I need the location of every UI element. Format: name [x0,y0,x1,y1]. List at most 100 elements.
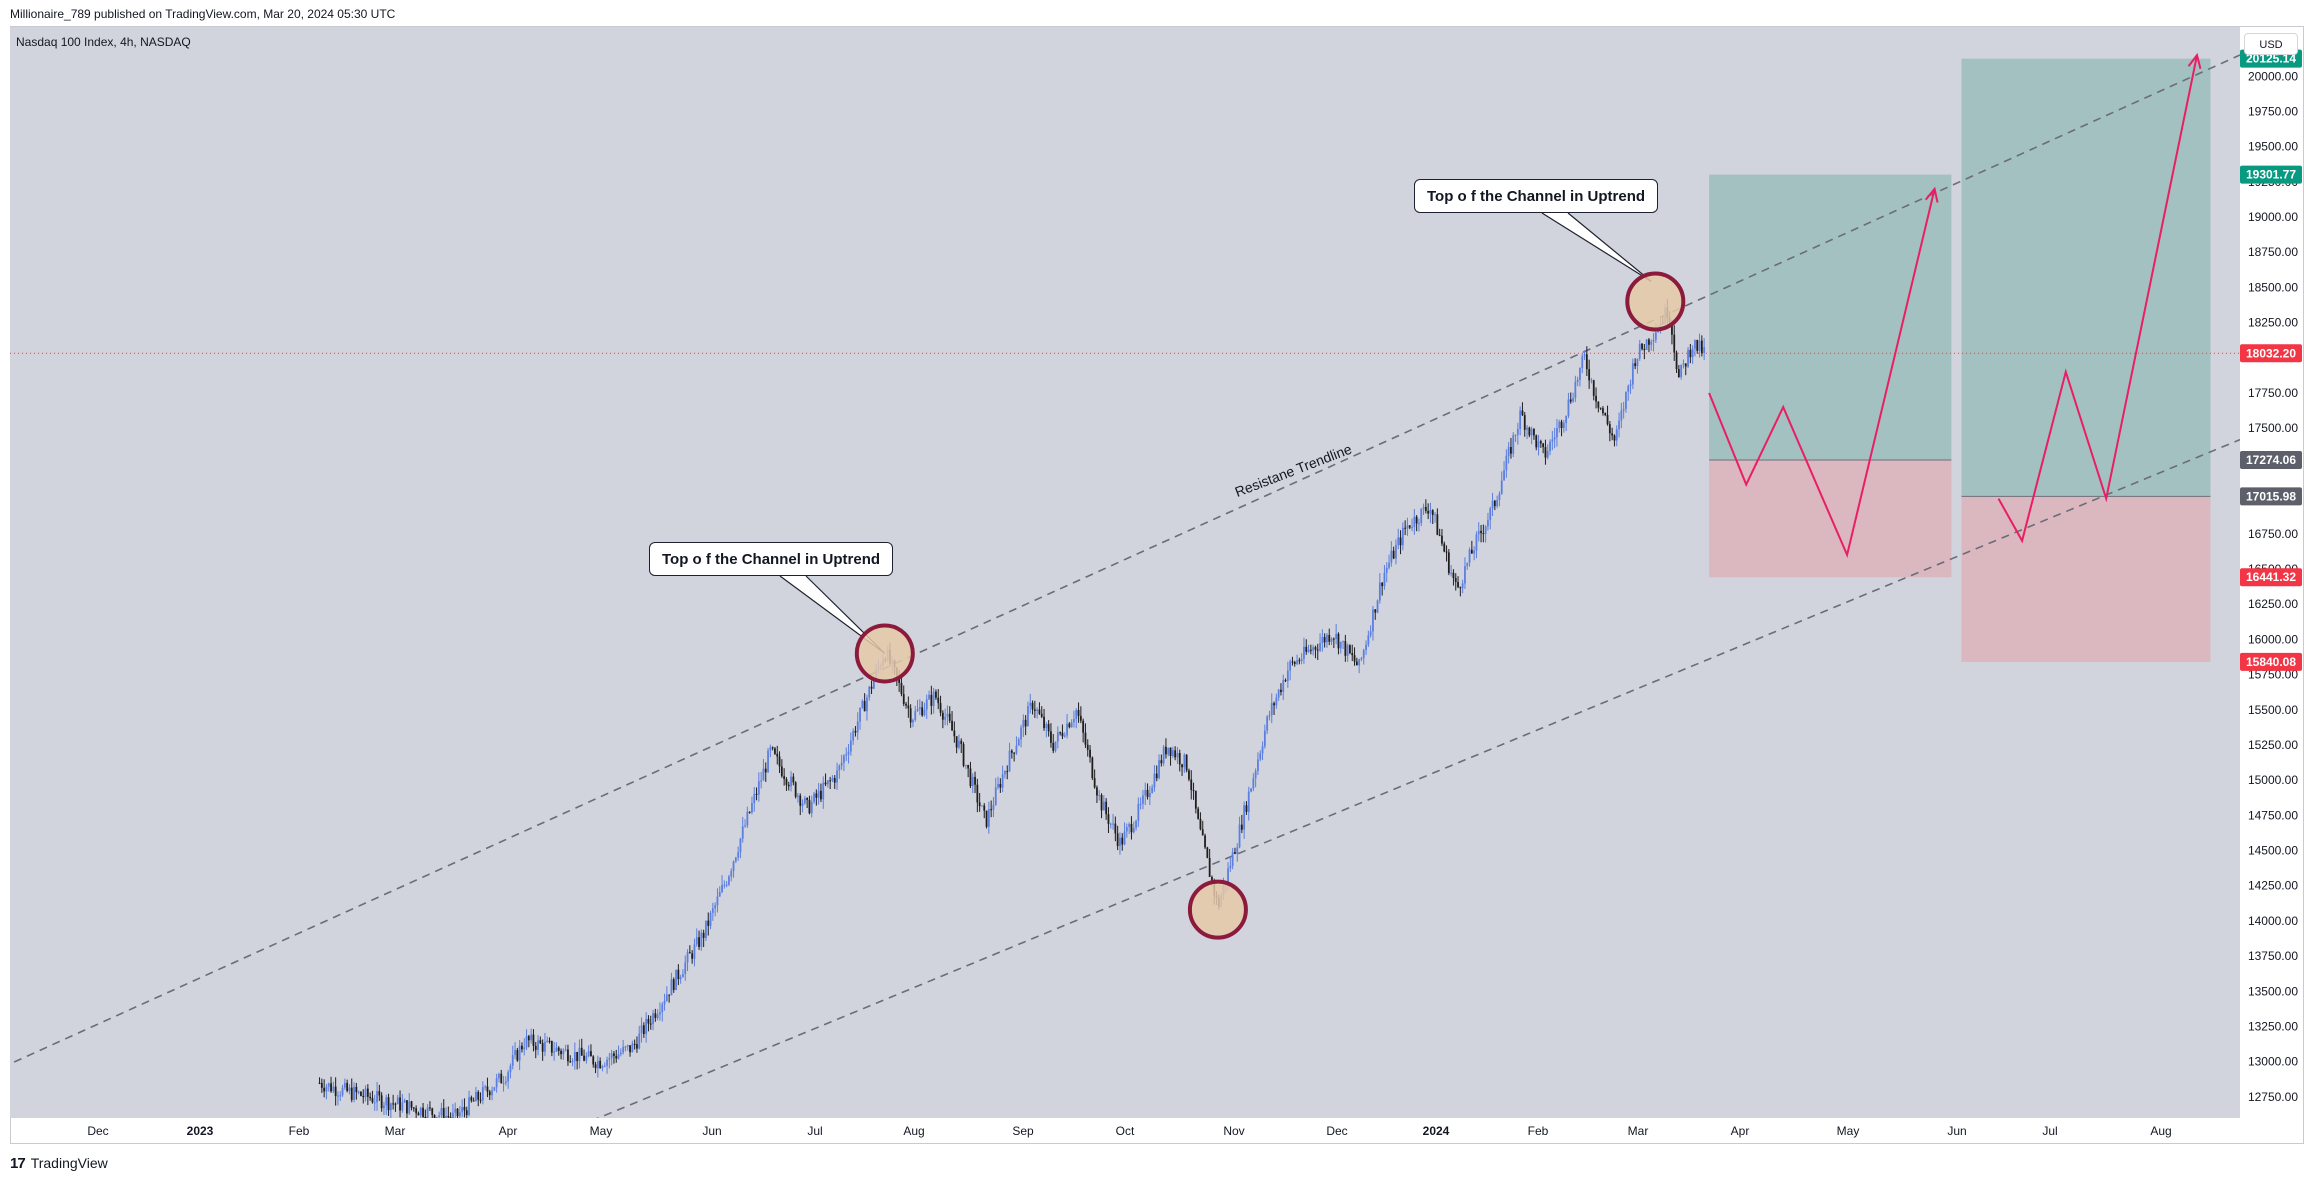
y-tick-label: 20000.00 [2248,69,2298,83]
candle-body [633,1043,636,1045]
candle-body [1293,661,1296,664]
candle-body [1174,750,1177,758]
candle-body [1346,645,1349,656]
candle-body [1592,380,1595,396]
candle-body [1004,771,1006,775]
candle-body [1397,537,1400,546]
candle-body [1539,441,1542,444]
candle-body [1284,680,1287,682]
candle-body [1190,779,1193,791]
candle-body [833,778,836,783]
candle-body [670,979,673,996]
price-tag-label: 17274.06 [2246,453,2296,467]
x-tick-label: 2024 [1423,1124,1450,1138]
candle-body [1579,368,1581,380]
candle-body [629,1045,631,1053]
candle-body [868,686,871,698]
candle-body [1360,658,1363,660]
x-tick-label: Apr [1731,1124,1750,1138]
candle-body [1183,754,1186,768]
candle-body [686,952,689,963]
candle-body [1528,427,1531,436]
candle-body [960,740,963,745]
candle-body [1395,545,1397,559]
candle-body [475,1091,477,1102]
candle-body [452,1112,454,1118]
candle-body [1613,435,1616,441]
candle-body [1123,831,1126,845]
candle-body [1245,805,1248,812]
candle-body [1422,506,1425,509]
candle-body [403,1100,406,1103]
candle-body [1611,433,1614,436]
candle-body [1197,808,1200,819]
candle-body [808,799,811,814]
projection-arrowhead [1924,186,1939,203]
candle-body [422,1107,424,1117]
candle-body [797,795,799,797]
candle-body [1466,562,1469,566]
candle-body [1335,633,1338,639]
candle-body [1533,428,1535,436]
candle-body [564,1049,567,1051]
candle-body [1418,523,1420,525]
candle-body [1411,527,1413,529]
candle-body [725,884,728,886]
candle-body [550,1041,553,1053]
candle-body [1194,790,1197,809]
candle-body [1056,732,1059,742]
candle-body [1606,415,1609,425]
candle-body [932,691,935,706]
candle-body [755,793,758,795]
candle-body [1125,827,1128,832]
candle-body [389,1103,392,1111]
price-tag-label: 15840.08 [2246,655,2296,669]
candle-body [491,1090,493,1096]
candle-body [590,1051,592,1057]
candle-body [1112,823,1114,825]
candle-body [1475,534,1478,551]
candle-body [698,937,700,947]
candle-body [1572,398,1574,402]
candle-body [656,1014,659,1019]
candle-body [840,762,843,766]
candle-body [668,994,671,996]
candle-body [1408,525,1411,528]
candle-body [921,707,924,716]
currency-button[interactable]: USD [2244,33,2298,55]
candle-body [1086,744,1089,750]
candle-body [1415,516,1418,524]
candle-body [760,780,763,782]
candle-body [700,932,703,947]
candle-body [392,1103,395,1105]
candle-body [907,705,910,709]
candle-body [1135,820,1137,828]
candle-body [744,825,746,827]
candle-body [1119,837,1121,847]
candle-body [412,1107,415,1109]
candle-body [573,1051,576,1062]
trendline-support [596,438,2240,1118]
candle-body [723,884,726,886]
candle-body [679,977,682,980]
candle-body [1602,408,1604,414]
candle-body [746,811,749,826]
candle-body [705,920,707,938]
footer-brand: TradingView [30,1155,108,1171]
candle-body [721,884,723,893]
target-zone [1709,174,1952,461]
candle-body [1181,764,1183,768]
candle-body [1542,443,1545,448]
candle-body [521,1045,523,1050]
candle-body [1250,788,1252,792]
x-tick-label: Sep [1012,1124,1034,1138]
candle-body [1206,847,1209,858]
annotation-callout[interactable]: Top o f the Channel in Uptrend [649,542,894,576]
candle-body [1001,774,1004,788]
candle-body [438,1115,441,1118]
x-tick-label: Jun [1947,1124,1966,1138]
candle-body [997,783,999,788]
annotation-callout[interactable]: Top o f the Channel in Uptrend [1414,179,1659,213]
candle-body [948,713,951,721]
